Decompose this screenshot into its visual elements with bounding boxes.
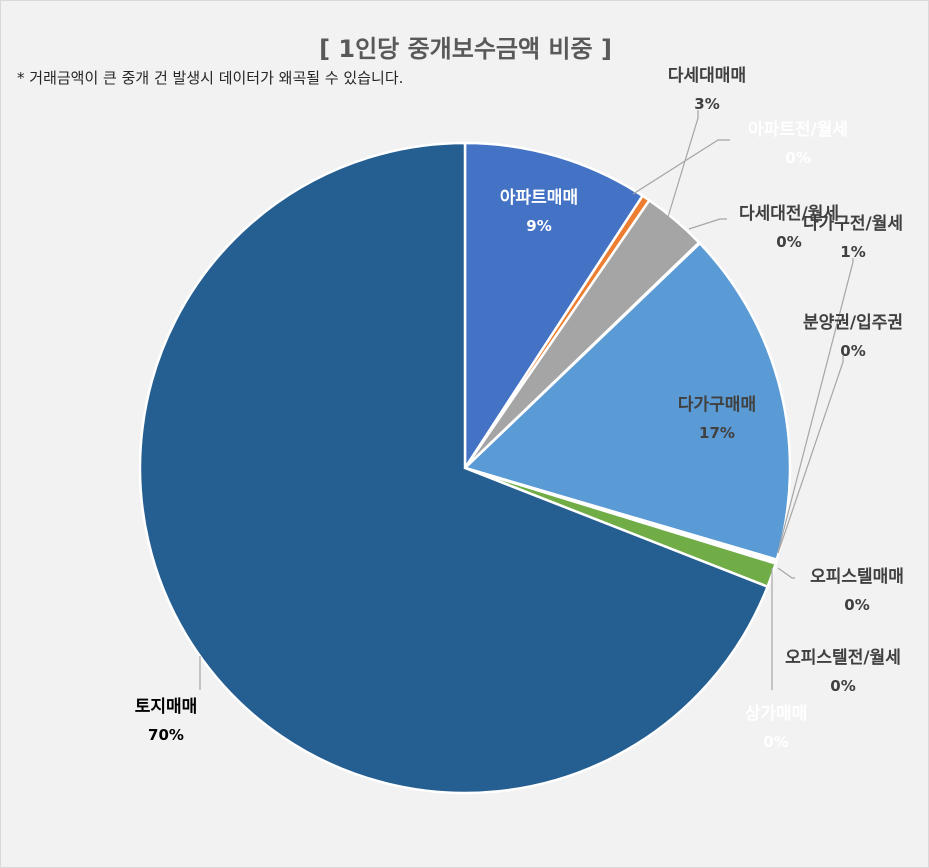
slice-percent: 0% [844,596,869,614]
chart-title: [ 1인당 중개보수금액 비중 ] [319,35,612,63]
slice-percent: 0% [785,149,810,167]
slice-label: 다가구매매 [678,395,756,415]
pie-slice [138,141,770,795]
slice-label: 상가매매 [745,704,808,724]
slice-label: 오피스텔매매 [810,567,904,587]
leader-line [777,258,854,553]
slice-percent: 0% [763,733,788,751]
slice-percent: 0% [776,233,801,251]
slice-label: 아파트매매 [500,188,578,208]
slice-label: 오피스텔전/월세 [785,648,901,668]
slice-percent: 3% [694,95,719,113]
slice-label: 다가구전/월세 [803,214,903,234]
slice-percent: 0% [830,677,855,695]
leader-line [777,356,844,554]
slice-label: 다세대전/월세 [739,204,839,224]
slice-percent: 17% [699,424,735,442]
slice-label: 아파트전/월세 [748,120,848,140]
slice-label: 분양권/입주권 [803,313,903,333]
slice-label: 다세대매매 [668,66,746,86]
pie-slice [463,141,645,473]
slice-percent: 70% [148,726,184,744]
leader-line [667,110,699,218]
leader-line [777,567,795,579]
leader-line [632,139,730,195]
slice-percent: 1% [840,243,865,261]
slice-percent: 0% [840,342,865,360]
leader-line [688,218,727,230]
slice-label: 토지매매 [135,697,198,717]
chart-subtitle: * 거래금액이 큰 중개 건 발생시 데이터가 왜곡될 수 있습니다. [17,69,404,87]
slice-percent: 9% [526,217,551,235]
